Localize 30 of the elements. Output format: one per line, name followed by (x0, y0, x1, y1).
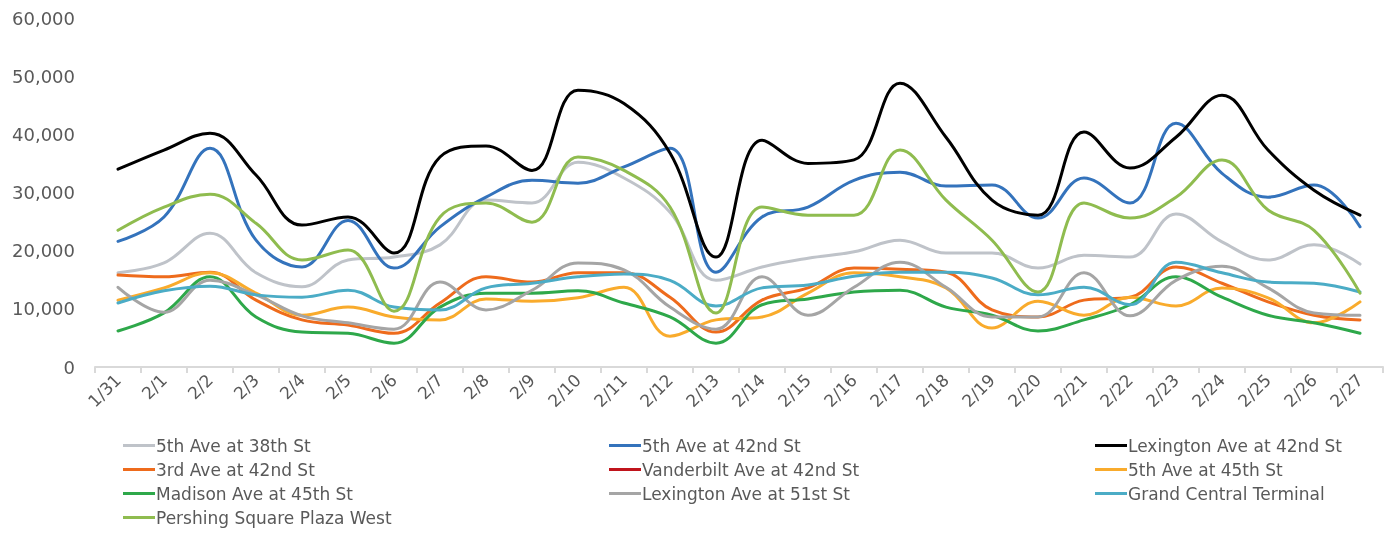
x-tick-label: 2/3 (229, 369, 264, 404)
legend-label: Madison Ave at 45th St (156, 483, 354, 504)
x-tick-label: 2/1 (137, 369, 172, 404)
line-series (116, 148, 1362, 315)
x-tick-label: 2/4 (275, 369, 310, 404)
y-tick-label: 0 (63, 356, 75, 378)
x-tick-label: 2/7 (413, 369, 448, 404)
line-series (116, 121, 1362, 274)
line-series (116, 160, 1362, 289)
y-tick-label: 50,000 (12, 65, 75, 87)
x-tick-label: 2/5 (321, 369, 356, 404)
legend-label: Grand Central Terminal (1128, 483, 1325, 504)
line-series (116, 81, 1362, 259)
legend-label: 3rd Ave at 42nd St (156, 459, 316, 480)
legend-label: Vanderbilt Ave at 42nd St (642, 459, 860, 480)
legend-label: Lexington Ave at 42nd St (1128, 435, 1343, 456)
legend-label: Pershing Square Plaza West (156, 507, 392, 528)
legend-label: Lexington Ave at 51st St (642, 483, 851, 504)
x-tick-label: 2/8 (459, 369, 494, 404)
y-tick-label: 10,000 (12, 298, 75, 320)
y-tick-label: 40,000 (12, 123, 75, 145)
x-tick-label: 2/6 (367, 369, 402, 404)
y-tick-label: 60,000 (12, 7, 75, 29)
x-tick-label: 2/9 (505, 369, 540, 404)
x-tick-label: 2/2 (183, 369, 218, 404)
legend-label: 5th Ave at 45th St (1128, 459, 1283, 480)
y-tick-label: 20,000 (12, 240, 75, 262)
legend-label: 5th Ave at 38th St (156, 435, 311, 456)
legend-label: 5th Ave at 42nd St (642, 435, 802, 456)
y-tick-label: 30,000 (12, 182, 75, 203)
